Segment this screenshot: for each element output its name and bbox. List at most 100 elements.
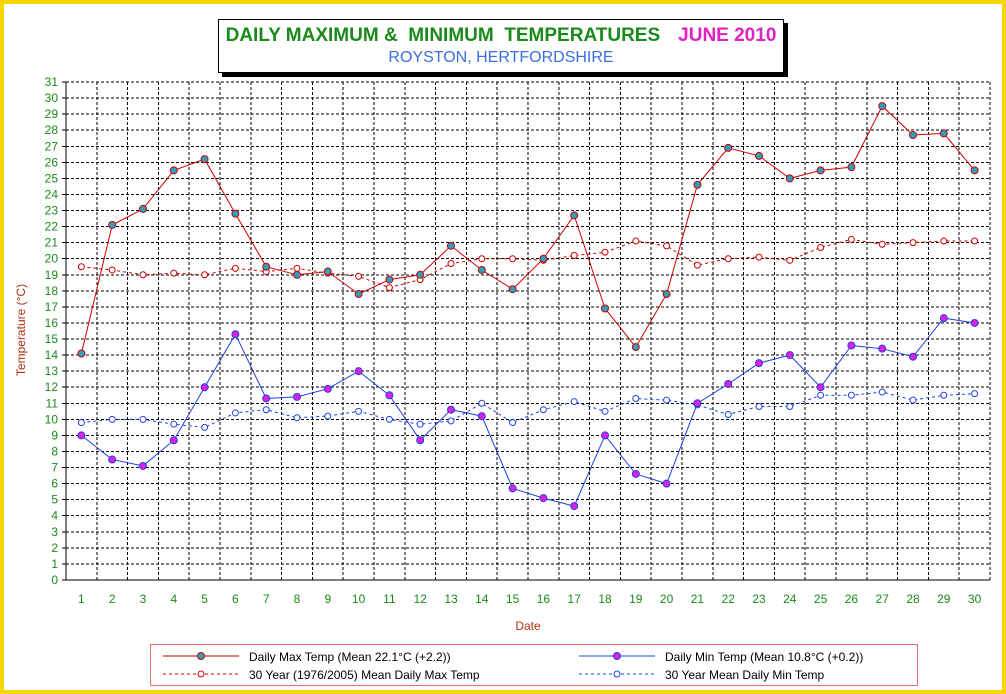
point-daily-max: [755, 151, 763, 160]
point-daily-max: [139, 204, 147, 213]
point-daily-min: [139, 461, 147, 470]
legend-mean-min-swatch: [579, 670, 655, 678]
chart-subtitle: ROYSTON, HERTFORDSHIRE: [388, 49, 614, 66]
legend-daily-max-swatch: [163, 652, 239, 660]
point-daily-min: [385, 391, 394, 400]
point-mean-min: [878, 388, 886, 396]
x-axis-label: Date: [515, 619, 541, 633]
series-line-mean-min: [81, 391, 975, 428]
point-daily-min: [293, 392, 301, 401]
x-tick-label: 22: [722, 592, 736, 606]
legend-daily-max-label: Daily Max Temp (Mean 22.1°C (+2.2)): [249, 650, 451, 664]
point-daily-min: [262, 394, 271, 403]
point-daily-max: [662, 290, 671, 299]
x-tick-label: 16: [537, 592, 551, 606]
point-daily-max: [385, 275, 394, 284]
grid-lines: [62, 81, 991, 581]
point-mean-max: [509, 255, 517, 263]
point-mean-max: [817, 243, 825, 251]
point-mean-min: [324, 412, 332, 420]
point-daily-max: [724, 143, 733, 152]
y-axis-label: Temperature (°C): [14, 284, 28, 376]
point-daily-max: [477, 265, 486, 274]
series-mean-max: [77, 235, 979, 292]
point-mean-min: [447, 417, 455, 425]
point-mean-min: [139, 415, 147, 423]
series-line-daily-max: [80, 105, 975, 354]
point-daily-min: [755, 359, 763, 368]
y-tick-label: 22: [45, 220, 59, 234]
point-mean-min: [786, 403, 794, 411]
point-mean-max: [663, 242, 671, 250]
x-tick-label: 4: [170, 592, 177, 606]
point-mean-max: [108, 266, 116, 274]
point-mean-max: [693, 261, 701, 269]
x-tick-label: 9: [324, 592, 331, 606]
series-daily-max: [77, 102, 979, 358]
point-daily-min: [785, 351, 794, 360]
point-mean-max: [293, 264, 301, 272]
point-daily-max: [293, 270, 301, 279]
y-tick-label: 7: [51, 461, 58, 475]
y-tick-label: 29: [45, 107, 59, 121]
x-tick-label: 20: [660, 592, 674, 606]
y-tick-label: 6: [51, 477, 58, 491]
point-mean-min: [231, 409, 239, 417]
point-daily-min: [878, 344, 887, 353]
point-daily-min: [508, 484, 517, 493]
point-mean-min: [355, 407, 363, 415]
x-tick-label: 19: [629, 592, 643, 606]
point-mean-max: [847, 235, 855, 243]
point-mean-min: [724, 411, 732, 419]
y-tick-label: 4: [51, 509, 58, 523]
x-tick-labels: 1 2 3 4 5 6 7 8 9 10 11 12 13 14 15 16 17 18 19 20 21 22 23 24 2…: [78, 592, 982, 606]
y-tick-label: 10: [45, 412, 59, 426]
x-tick-label: 28: [906, 592, 920, 606]
point-mean-min: [416, 420, 424, 428]
x-tick-label: 26: [845, 592, 859, 606]
y-tick-label: 18: [45, 284, 59, 298]
x-tick-label: 21: [691, 592, 705, 606]
point-mean-max: [570, 251, 578, 259]
legend-mean-max-swatch: [163, 670, 239, 678]
x-tick-label: 10: [352, 592, 366, 606]
point-mean-min: [755, 403, 763, 411]
point-daily-min: [200, 383, 209, 392]
x-tick-label: 3: [140, 592, 147, 606]
chart-title: DAILY MAXIMUM & MINIMUM TEMPERATURES: [225, 25, 661, 46]
x-tick-label: 7: [263, 592, 270, 606]
y-tick-label: 25: [45, 171, 59, 185]
point-daily-max: [601, 304, 609, 313]
x-tick-label: 6: [232, 592, 239, 606]
point-daily-max: [909, 131, 917, 140]
y-tick-label: 15: [45, 332, 59, 346]
point-daily-min: [354, 367, 363, 376]
point-daily-min: [416, 436, 425, 445]
point-mean-min: [385, 415, 393, 423]
y-tick-labels: 0123456789101112131415161718192021222324…: [45, 75, 59, 587]
point-mean-max: [385, 284, 393, 292]
y-tick-label: 12: [45, 380, 59, 394]
point-daily-max: [693, 180, 702, 189]
point-mean-max: [724, 255, 732, 263]
point-mean-max: [447, 260, 455, 268]
y-tick-label: 30: [45, 91, 59, 105]
x-tick-label: 11: [383, 592, 396, 606]
point-daily-max: [108, 220, 117, 229]
x-tick-label: 27: [876, 592, 890, 606]
point-mean-max: [632, 237, 640, 245]
point-mean-min: [847, 391, 855, 399]
x-tick-label: 15: [506, 592, 520, 606]
point-daily-max: [816, 166, 825, 175]
point-mean-max: [909, 239, 917, 247]
point-mean-max: [201, 271, 209, 279]
legend-mean-min-label: 30 Year Mean Daily Min Temp: [665, 668, 825, 682]
y-tick-label: 24: [45, 187, 59, 201]
point-daily-min: [539, 494, 548, 503]
y-tick-label: 17: [45, 300, 59, 314]
point-daily-min: [847, 341, 856, 350]
point-daily-max: [508, 285, 517, 294]
point-daily-min: [447, 405, 455, 414]
y-tick-label: 11: [46, 396, 59, 410]
